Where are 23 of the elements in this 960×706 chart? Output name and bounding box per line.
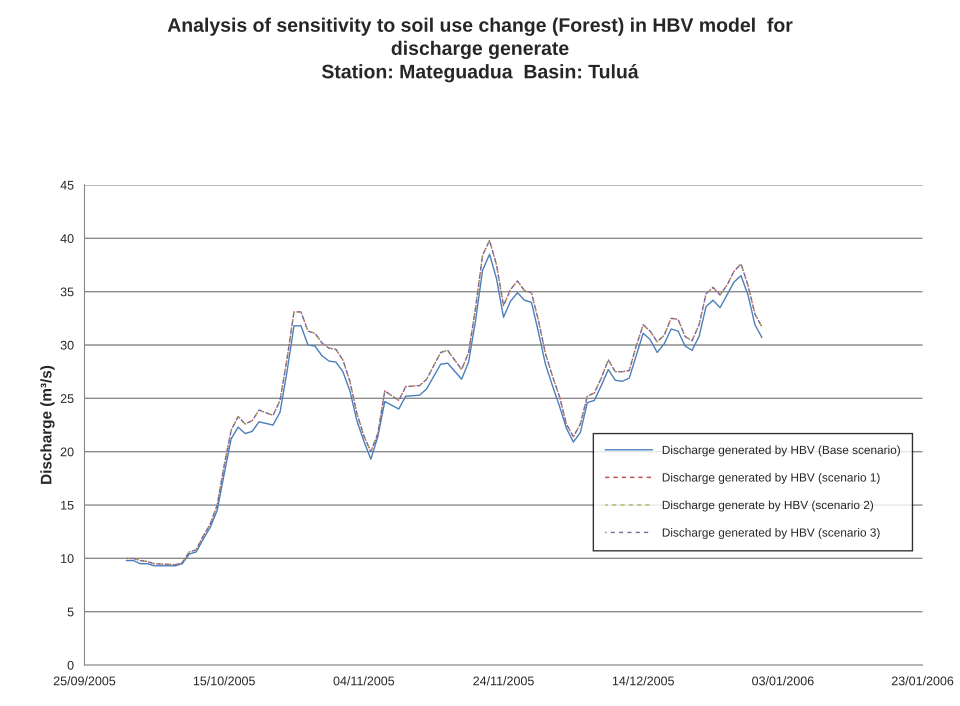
x-tick-label: 04/11/2005 — [334, 676, 394, 686]
y-tick-label: 10 — [61, 554, 74, 564]
legend-label: Discharge generate by HBV (scenario 2) — [662, 500, 874, 512]
legend-label: Discharge generated by HBV (scenario 3) — [662, 528, 880, 540]
x-tick-label: 24/11/2005 — [473, 676, 534, 686]
y-tick-label: 25 — [60, 394, 74, 403]
y-tick-label: 30 — [60, 340, 74, 350]
chart-title: Analysis of sensitivity to soil use change (Forest) in HBV model for discharge generate Station: Mateguadua Basin: Tuluá — [168, 18, 793, 82]
x-tick-label: 15/10/2005 — [194, 676, 255, 686]
y-axis-title: Discharge (m³/s) — [40, 366, 55, 484]
x-tick-label: 03/01/2006 — [752, 676, 814, 686]
y-tick-label: 45 — [60, 180, 74, 190]
y-tick-label: 35 — [60, 287, 74, 296]
legend-label: Discharge generated by HBV (scenario 1) — [662, 472, 880, 484]
x-tick-label: 25/09/2005 — [54, 676, 116, 686]
y-tick-label: 15 — [61, 500, 74, 510]
y-tick-label: 20 — [60, 447, 74, 456]
x-tick-label: 14/12/2005 — [612, 676, 674, 686]
y-tick-label: 40 — [60, 234, 74, 243]
legend-label: Discharge generated by HBV (Base scenario) — [662, 445, 900, 456]
y-tick-label: 5 — [68, 608, 74, 616]
y-tick-label: 0 — [68, 660, 74, 670]
x-tick-label: 23/01/2006 — [892, 676, 954, 686]
